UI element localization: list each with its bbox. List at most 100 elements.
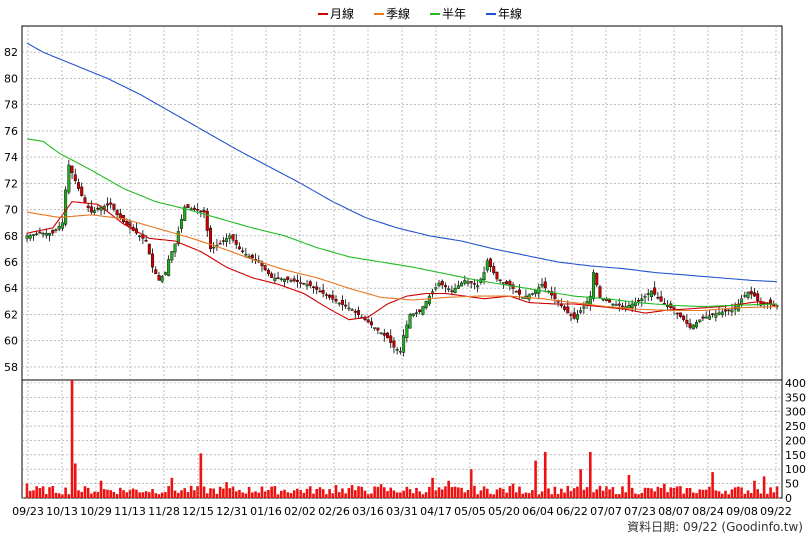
candle-body [640, 298, 644, 302]
volume-bar [560, 488, 563, 498]
volume-bar [724, 490, 727, 498]
price-tick-label: 70 [4, 204, 18, 217]
candle-body [218, 243, 222, 245]
volume-bar [508, 486, 512, 498]
volume-tick-label: 350 [785, 391, 806, 404]
volume-bar [231, 486, 235, 498]
price-tick-label: 80 [4, 72, 18, 85]
candle-body [720, 311, 724, 316]
volume-bar [527, 493, 531, 498]
candle-body [376, 327, 380, 331]
volume-bar [399, 492, 402, 498]
volume-bar [279, 490, 283, 498]
candle-body [35, 233, 39, 236]
legend-label: 半年 [442, 7, 466, 21]
volume-bar [630, 487, 634, 498]
candle-body [115, 210, 119, 215]
volume-bar [653, 491, 656, 498]
candle-body [553, 293, 557, 299]
volume-bar [469, 469, 473, 498]
volume-tick-label: 250 [785, 420, 806, 433]
volume-bar [315, 488, 318, 498]
volume-tick-label: 100 [785, 463, 806, 476]
volume-bar [598, 485, 602, 498]
volume-bar [157, 494, 161, 498]
candle-body [337, 302, 341, 305]
candle-body [328, 294, 332, 298]
candle-body [659, 296, 663, 302]
volume-bar [263, 491, 267, 498]
candle-body [237, 246, 241, 250]
candle-body [147, 243, 151, 255]
candle-body [633, 302, 637, 307]
legend: 月線 季線 半年 年線 [318, 6, 522, 21]
volume-bar [73, 463, 77, 498]
volume-bar [457, 487, 460, 498]
candle-body [517, 289, 521, 295]
candle-body [682, 315, 686, 320]
candle-body [295, 279, 299, 282]
candle-body [244, 253, 248, 256]
candle-body [292, 278, 296, 282]
candle-body [666, 305, 670, 307]
volume-bar [189, 485, 193, 498]
candle-body [575, 314, 579, 320]
ma-line-年線 [26, 42, 778, 283]
candle-body [608, 299, 612, 303]
candle-body [331, 295, 335, 300]
volume-bar [759, 493, 763, 498]
price-tick-label: 62 [4, 308, 18, 321]
candle-body [466, 281, 470, 284]
volume-bar [666, 492, 669, 498]
volume-bar [299, 489, 302, 498]
candle-body [279, 278, 283, 280]
volume-bar [334, 485, 338, 498]
candle-body [64, 189, 68, 225]
volume-bar [286, 492, 290, 498]
candle-body [357, 310, 361, 315]
candle-body [41, 232, 45, 235]
volume-bar [54, 492, 58, 498]
candle-body [601, 298, 605, 301]
candle-body [93, 210, 97, 213]
volume-bar [376, 486, 380, 498]
candle-body [637, 300, 641, 302]
candle-body [208, 227, 212, 250]
volume-bar [569, 491, 573, 498]
volume-bar [688, 487, 692, 498]
volume-bar [99, 480, 103, 498]
candle-body [105, 203, 109, 206]
volume-bar [775, 486, 779, 498]
volume-tick-label: 50 [785, 478, 799, 491]
volume-tick-label: 400 [785, 377, 806, 390]
candle-body [492, 266, 496, 274]
volume-bar [386, 491, 389, 498]
candle-body [77, 182, 81, 189]
volume-bar [247, 486, 251, 498]
volume-bar [695, 493, 698, 498]
candle-body [67, 164, 71, 193]
volume-bar [643, 487, 647, 498]
volume-bar [41, 486, 45, 498]
volume-bar [289, 493, 293, 498]
volume-bar [663, 483, 666, 498]
volume-bar [57, 493, 61, 498]
volume-bar [749, 493, 753, 498]
candle-body [643, 295, 647, 298]
candle-body [595, 273, 599, 286]
volume-bar [572, 488, 576, 498]
x-tick-label: 06/22 [556, 505, 588, 518]
x-tick-label: 02/02 [284, 505, 316, 518]
candle-body [196, 209, 200, 211]
candle-body [421, 306, 425, 315]
candle-body [109, 202, 113, 205]
candle-body [476, 285, 480, 288]
x-tick-label: 07/23 [624, 505, 656, 518]
volume-bar [524, 492, 528, 498]
candle-body [463, 280, 467, 284]
volume-bar [395, 492, 399, 498]
volume-bar [576, 486, 579, 498]
volume-bar [260, 486, 264, 498]
volume-bar [737, 486, 740, 498]
candle-body [157, 275, 161, 281]
